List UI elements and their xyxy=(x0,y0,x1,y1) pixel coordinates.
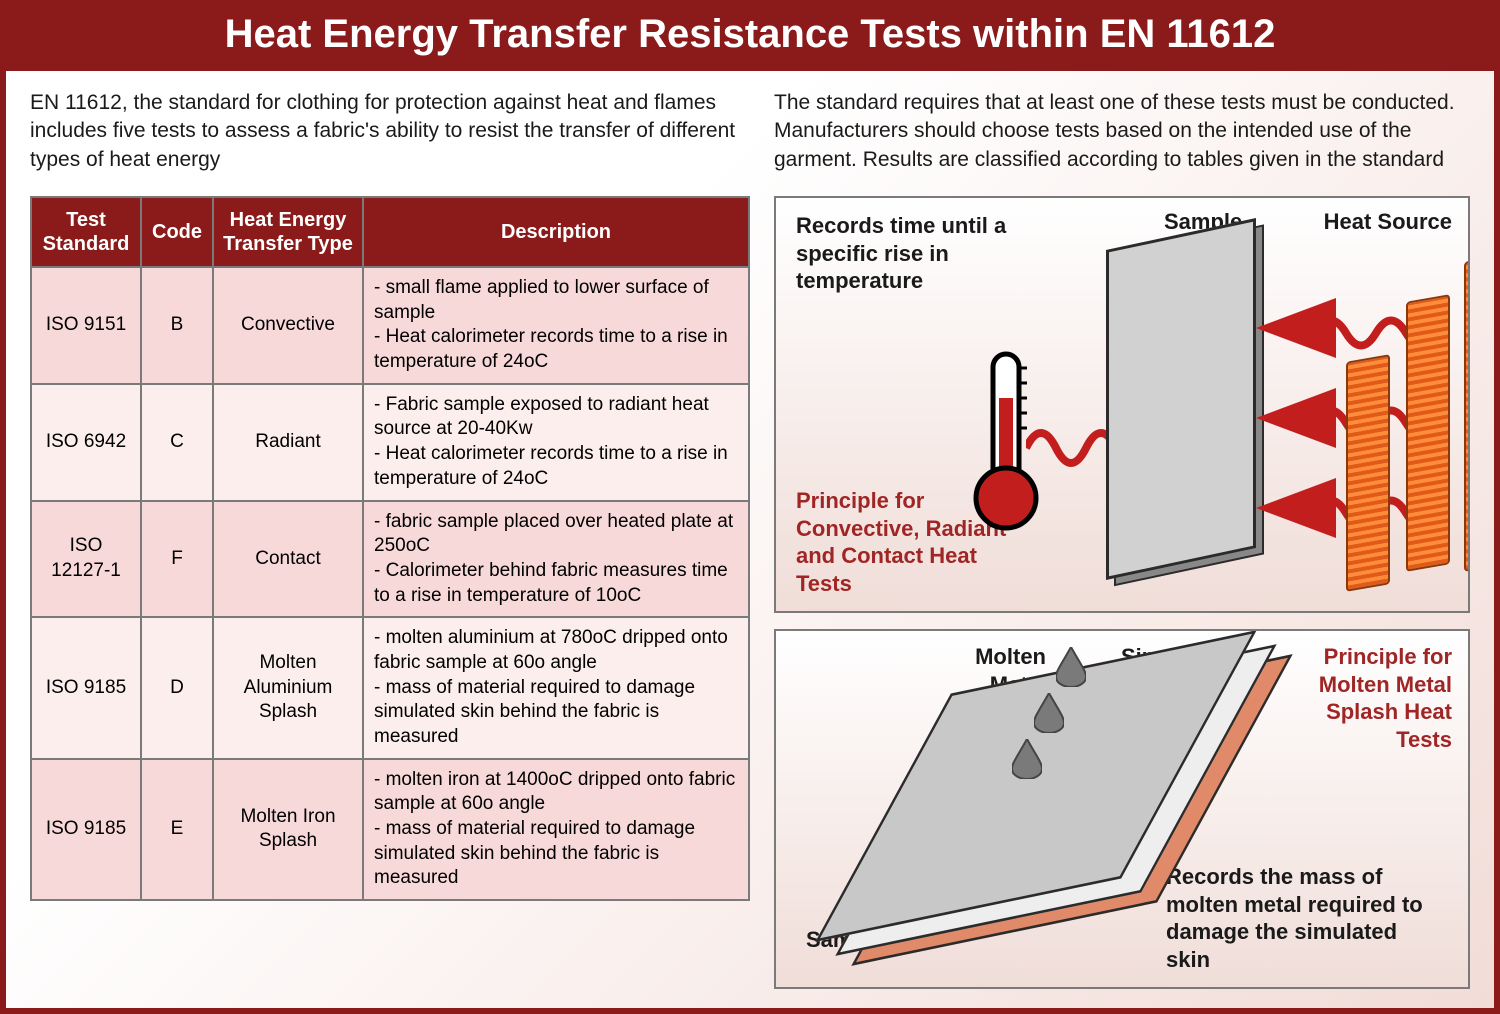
table-row: ISO 9185DMolten Aluminium Splash- molten… xyxy=(31,617,749,758)
heater-bar-shape xyxy=(1464,254,1470,572)
cell-description: - molten aluminium at 780oC dripped onto… xyxy=(363,617,749,758)
cell-standard: ISO 9151 xyxy=(31,267,141,384)
table-row: ISO 9151BConvective- small flame applied… xyxy=(31,267,749,384)
label-temp-record: Records time until a specific rise in te… xyxy=(796,212,1036,295)
th-description: Description xyxy=(363,197,749,267)
cell-type: Molten Aluminium Splash xyxy=(213,617,363,758)
cell-description: - small flame applied to lower surface o… xyxy=(363,267,749,384)
cell-standard: ISO 6942 xyxy=(31,384,141,501)
th-type: Heat Energy Transfer Type xyxy=(213,197,363,267)
intro-left-text: EN 11612, the standard for clothing for … xyxy=(30,89,750,174)
metal-drop-icon xyxy=(1012,739,1042,779)
label-heat-source: Heat Source xyxy=(1324,208,1452,236)
diagram-heat-tests: Records time until a specific rise in te… xyxy=(774,196,1470,613)
left-column: EN 11612, the standard for clothing for … xyxy=(30,89,750,989)
cell-description: - molten iron at 1400oC dripped onto fab… xyxy=(363,759,749,900)
cell-standard: ISO 12127-1 xyxy=(31,501,141,618)
th-standard: Test Standard xyxy=(31,197,141,267)
cell-code: B xyxy=(141,267,213,384)
label-principle-2: Principle for Molten Metal Splash Heat T… xyxy=(1292,643,1452,753)
table-row: ISO 12127-1FContact- fabric sample place… xyxy=(31,501,749,618)
tests-table-body: ISO 9151BConvective- small flame applied… xyxy=(31,267,749,900)
label-record-mass: Records the mass of molten metal require… xyxy=(1166,863,1426,973)
cell-type: Contact xyxy=(213,501,363,618)
cell-type: Radiant xyxy=(213,384,363,501)
table-row: ISO 6942CRadiant- Fabric sample exposed … xyxy=(31,384,749,501)
cell-description: - fabric sample placed over heated plate… xyxy=(363,501,749,618)
tests-table: Test Standard Code Heat Energy Transfer … xyxy=(30,196,750,901)
right-column: The standard requires that at least one … xyxy=(774,89,1470,989)
heater-bar-shape xyxy=(1406,294,1450,572)
sample-panel-shape xyxy=(1106,218,1256,580)
metal-drop-icon xyxy=(1034,693,1064,733)
cell-code: C xyxy=(141,384,213,501)
cell-type: Convective xyxy=(213,267,363,384)
page-title: Heat Energy Transfer Resistance Tests wi… xyxy=(6,6,1494,71)
cell-standard: ISO 9185 xyxy=(31,617,141,758)
cell-type: Molten Iron Splash xyxy=(213,759,363,900)
diagram-molten-tests: Molten Metal Simulated Skin Sample Recor… xyxy=(774,629,1470,989)
intro-right-text: The standard requires that at least one … xyxy=(774,89,1470,174)
table-row: ISO 9185EMolten Iron Splash- molten iron… xyxy=(31,759,749,900)
metal-drop-icon xyxy=(1056,647,1086,687)
content-columns: EN 11612, the standard for clothing for … xyxy=(6,71,1494,1009)
heater-bar-shape xyxy=(1346,354,1390,592)
cell-code: F xyxy=(141,501,213,618)
cell-description: - Fabric sample exposed to radiant heat … xyxy=(363,384,749,501)
cell-code: E xyxy=(141,759,213,900)
cell-code: D xyxy=(141,617,213,758)
cell-standard: ISO 9185 xyxy=(31,759,141,900)
infographic-frame: Heat Energy Transfer Resistance Tests wi… xyxy=(0,0,1500,1014)
th-code: Code xyxy=(141,197,213,267)
